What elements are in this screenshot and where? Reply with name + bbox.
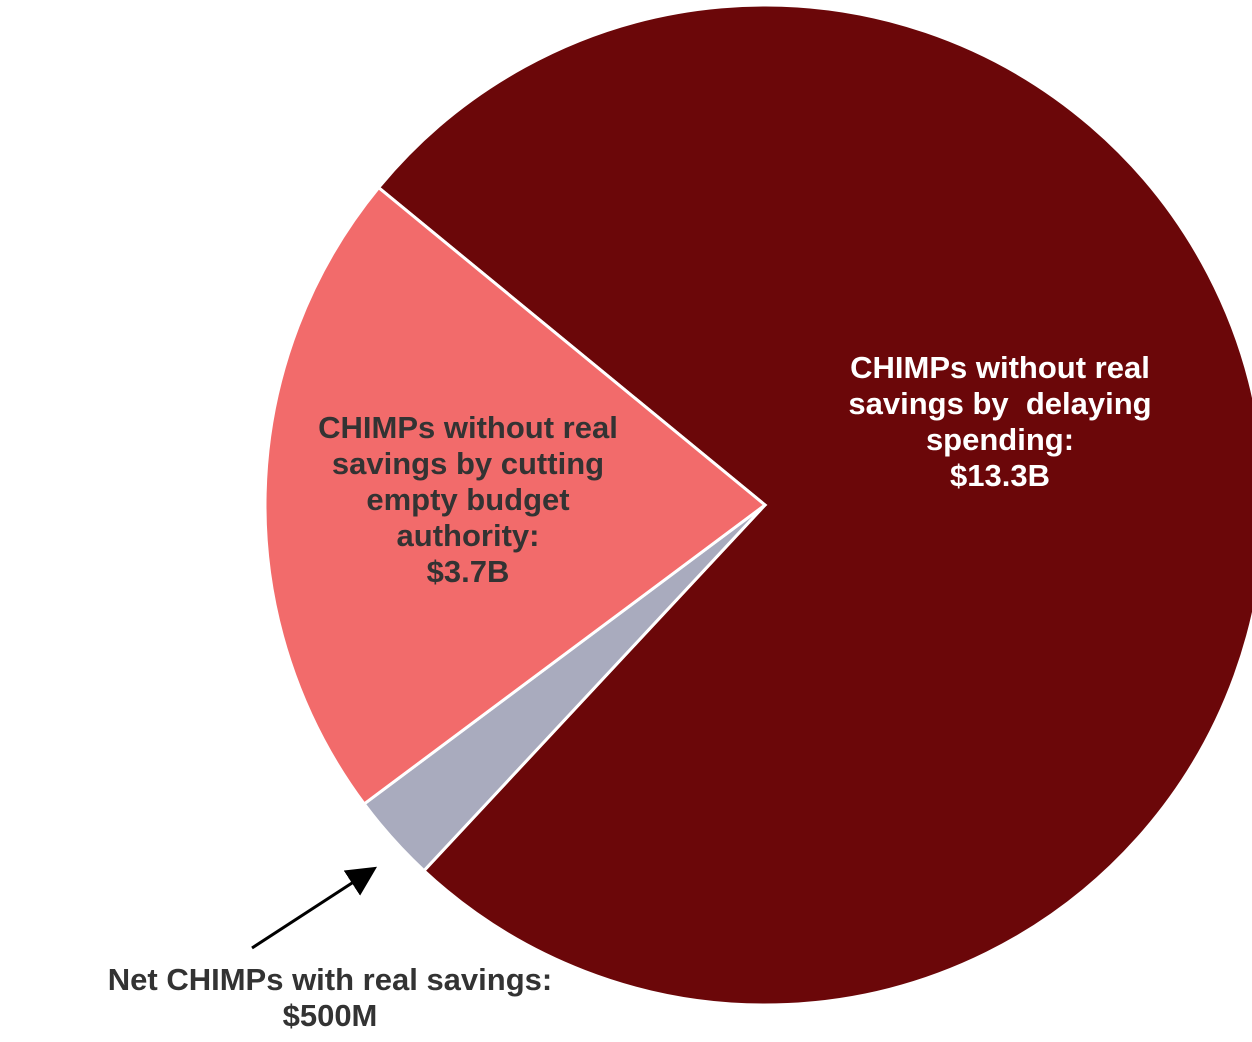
- value-label: $500M: [282, 998, 378, 1033]
- slice-label: CHIMPs without real savings by cutting e…: [303, 410, 633, 590]
- slice-label: CHIMPs without real savings by delaying …: [800, 350, 1200, 494]
- arrow: [251, 866, 378, 950]
- pie-slice: [376, 3, 1252, 1007]
- pie-slice: [263, 185, 768, 807]
- category-label: CHIMPs without real savings by delaying …: [848, 350, 1161, 457]
- category-label: Net CHIMPs with real savings:: [107, 962, 553, 997]
- value-label: $13.3B: [950, 458, 1050, 493]
- category-label: CHIMPs without real savings by cutting e…: [318, 410, 627, 553]
- slice-label: Net CHIMPs with real savings: $500M: [80, 962, 580, 1034]
- value-label: $3.7B: [426, 554, 510, 589]
